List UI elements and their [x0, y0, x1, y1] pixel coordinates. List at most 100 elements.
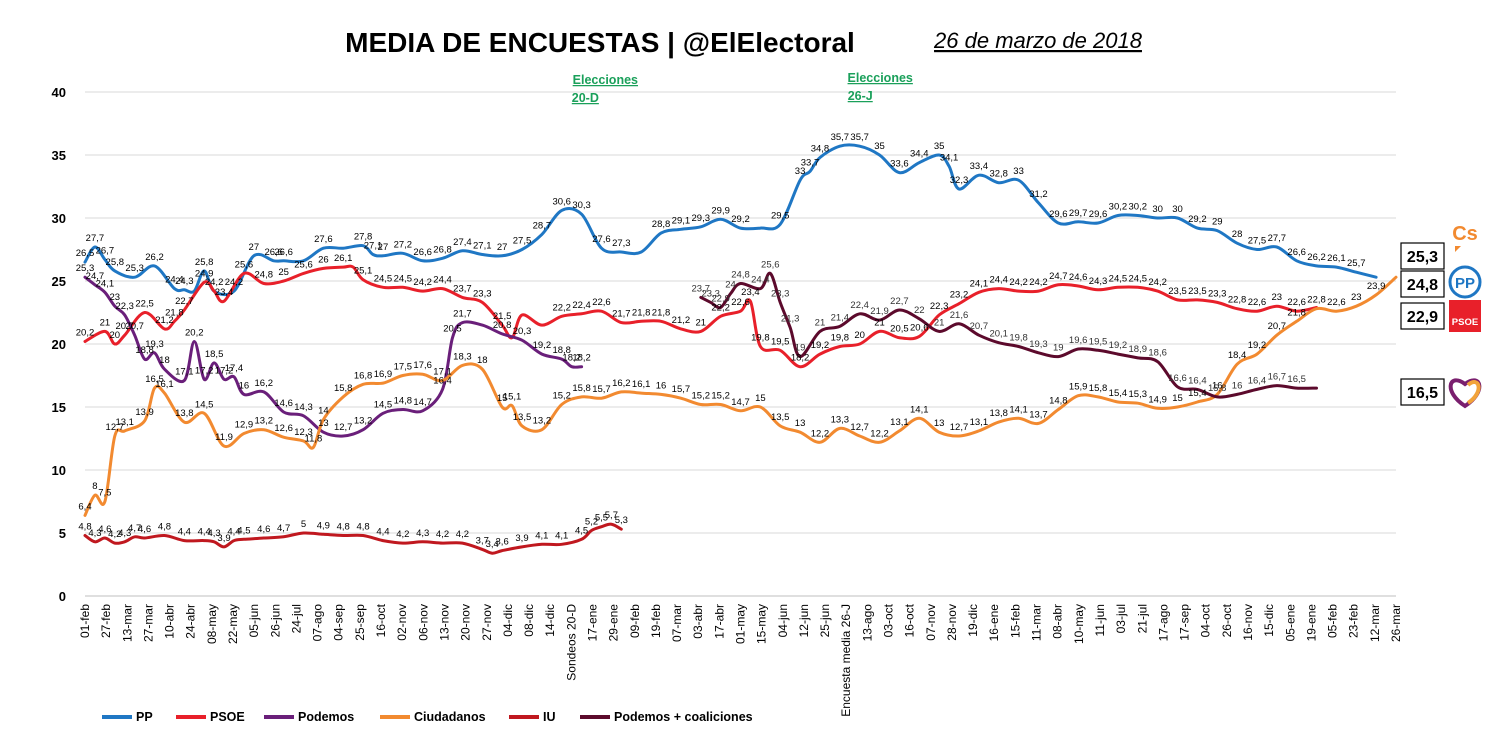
series-layer [83, 143, 1398, 555]
data-label: 16,5 [1287, 374, 1306, 385]
data-label: 13,3 [831, 414, 850, 425]
data-label: 15 [497, 393, 508, 404]
series-line-ciudadanos [83, 275, 1398, 517]
x-tick-label: 15-dic [1262, 604, 1276, 637]
x-tick-label: 05-jun [247, 604, 261, 637]
data-label: 29,9 [711, 205, 730, 216]
data-label: 24,7 [1049, 271, 1068, 282]
data-label: 23,3 [1208, 288, 1227, 299]
event-layer: Elecciones 20-D Elecciones 26-J [572, 71, 913, 105]
data-label: 15,8 [572, 383, 591, 394]
data-label: 26,5 [76, 248, 95, 259]
data-label: 23,7 [692, 283, 711, 294]
data-label: 27,6 [592, 234, 611, 245]
event-label: Elecciones [573, 73, 638, 87]
data-label: 23,3 [473, 288, 492, 299]
data-label: 4,8 [158, 522, 171, 533]
data-label: 13,7 [1029, 409, 1048, 420]
data-label: 4,1 [555, 530, 568, 541]
data-label: 15,2 [692, 390, 711, 401]
data-label: 15,4 [1188, 388, 1207, 399]
data-label: 19,3 [145, 339, 164, 350]
x-tick-label: 27-mar [141, 604, 155, 642]
x-tick-label: 16-oct [903, 603, 917, 637]
data-label: 11,9 [215, 432, 233, 443]
data-label: 13 [318, 418, 329, 429]
data-label: 23,3 [771, 288, 790, 299]
data-label: 22 [914, 305, 925, 316]
data-label: 13,1 [115, 417, 134, 428]
data-label: 22,8 [1307, 295, 1326, 306]
x-tick-label: 25-jun [818, 604, 832, 637]
data-label: 24,9 [195, 268, 214, 279]
legend-label: PP [136, 710, 153, 724]
data-label: 23 [1351, 292, 1362, 303]
data-label: 22,6 [731, 297, 750, 308]
data-label: 16 [239, 380, 250, 391]
data-label: 21,2 [672, 315, 691, 326]
legend-label: IU [543, 710, 556, 724]
x-tick-label: 09-feb [628, 604, 642, 638]
data-label: 3,4 [486, 539, 499, 550]
data-label: 19,2 [533, 340, 552, 351]
x-tick-label: 23-feb [1347, 604, 1361, 638]
psoe-logo-icon [1449, 300, 1481, 332]
data-label: 26 [318, 254, 329, 265]
data-label: 15,9 [1069, 382, 1088, 393]
x-tick-label: 26-oct [1220, 603, 1234, 637]
data-label: 33 [1013, 166, 1024, 177]
data-label: 33,4 [970, 161, 989, 172]
data-label: 15,8 [1208, 383, 1227, 394]
data-label: 27,7 [86, 233, 105, 244]
data-label: 27,6 [314, 234, 333, 245]
data-label: 16,5 [145, 374, 164, 385]
data-label: 24,4 [751, 275, 770, 286]
data-label: 22,9 [711, 293, 730, 304]
data-label: 12,9 [235, 419, 254, 430]
data-label: 14,8 [1049, 396, 1068, 407]
y-tick-label: 20 [52, 337, 66, 352]
data-label: 20,7 [970, 321, 989, 332]
data-label: 21,7 [612, 309, 631, 320]
x-tick-label: 07-ago [311, 604, 325, 642]
event-label: Elecciones [848, 71, 913, 85]
final-value: 22,9 [1407, 309, 1438, 326]
x-tick-label: 12-jun [797, 604, 811, 637]
data-label: 18,5 [205, 349, 224, 360]
x-tick-label: 29-ene [607, 604, 621, 642]
data-label: 4,3 [118, 528, 131, 539]
data-label: 4,9 [317, 520, 330, 531]
data-label: 15,7 [672, 384, 691, 395]
legend-label: Podemos + coaliciones [614, 710, 753, 724]
data-label: 13,2 [354, 416, 373, 427]
data-label: 6,4 [78, 501, 91, 512]
data-label: 24,7 [86, 271, 105, 282]
data-label: 20 [110, 330, 121, 341]
x-tick-label: 17-abr [712, 604, 726, 639]
data-label: 18,4 [1228, 350, 1247, 361]
data-label: 20,3 [513, 326, 532, 337]
data-label: 13,5 [771, 412, 790, 423]
data-label: 22,5 [135, 299, 154, 310]
x-tick-label: 01-feb [78, 604, 92, 638]
data-label: 4,4 [227, 527, 240, 538]
data-label: 17,4 [225, 363, 244, 374]
data-label: 16,4 [1248, 375, 1267, 386]
data-label: 24,3 [175, 276, 194, 287]
series-line-pp [83, 143, 1378, 297]
data-label: 23,7 [453, 283, 472, 294]
x-tick-label: 03-abr [691, 604, 705, 639]
data-label: 12,3 [294, 427, 313, 438]
label-layer: 26,527,726,725,825,326,224,424,325,824,2… [76, 132, 1386, 550]
data-label: 28 [1232, 229, 1243, 240]
data-label: 13,1 [970, 417, 989, 428]
data-label: 29,6 [1089, 209, 1108, 220]
data-label: 4,7 [128, 523, 141, 534]
data-label: 19,5 [1089, 336, 1108, 347]
data-label: 15,8 [334, 383, 353, 394]
series-line-psoe [83, 264, 1318, 369]
data-label: 18,2 [562, 353, 581, 364]
x-tick-label: 20-nov [459, 604, 473, 641]
x-tick-label: 11-mar [1030, 604, 1044, 641]
chart-date: 26 de marzo de 2018 [933, 28, 1143, 53]
